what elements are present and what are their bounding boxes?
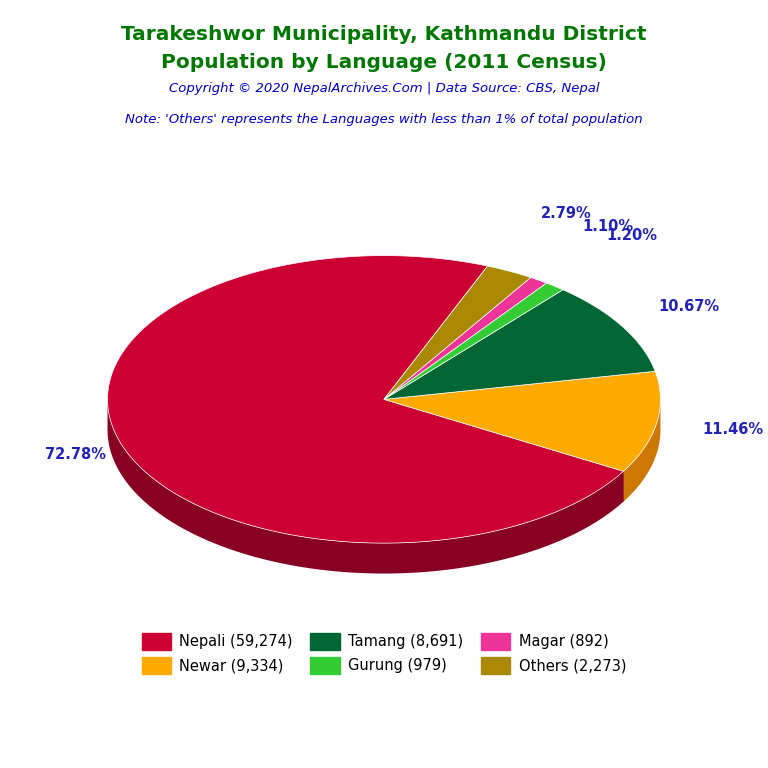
Polygon shape: [384, 283, 563, 399]
Text: 1.10%: 1.10%: [583, 219, 634, 234]
Text: 11.46%: 11.46%: [703, 422, 763, 437]
Text: 10.67%: 10.67%: [658, 299, 720, 313]
Text: Tarakeshwor Municipality, Kathmandu District: Tarakeshwor Municipality, Kathmandu Dist…: [121, 25, 647, 44]
Polygon shape: [384, 277, 547, 399]
Text: 1.20%: 1.20%: [606, 228, 657, 243]
Polygon shape: [108, 398, 624, 574]
Text: 2.79%: 2.79%: [541, 206, 591, 221]
Polygon shape: [384, 266, 531, 399]
Polygon shape: [384, 399, 624, 502]
Polygon shape: [108, 256, 624, 543]
Legend: Nepali (59,274), Newar (9,334), Tamang (8,691), Gurung (979), Magar (892), Other: Nepali (59,274), Newar (9,334), Tamang (…: [136, 627, 632, 680]
Polygon shape: [384, 371, 660, 472]
Polygon shape: [384, 290, 655, 399]
Polygon shape: [624, 397, 660, 502]
Text: Population by Language (2011 Census): Population by Language (2011 Census): [161, 54, 607, 72]
Polygon shape: [384, 399, 624, 502]
Text: Copyright © 2020 NepalArchives.Com | Data Source: CBS, Nepal: Copyright © 2020 NepalArchives.Com | Dat…: [169, 82, 599, 94]
Text: Note: 'Others' represents the Languages with less than 1% of total population: Note: 'Others' represents the Languages …: [125, 113, 643, 125]
Text: 72.78%: 72.78%: [45, 447, 106, 462]
